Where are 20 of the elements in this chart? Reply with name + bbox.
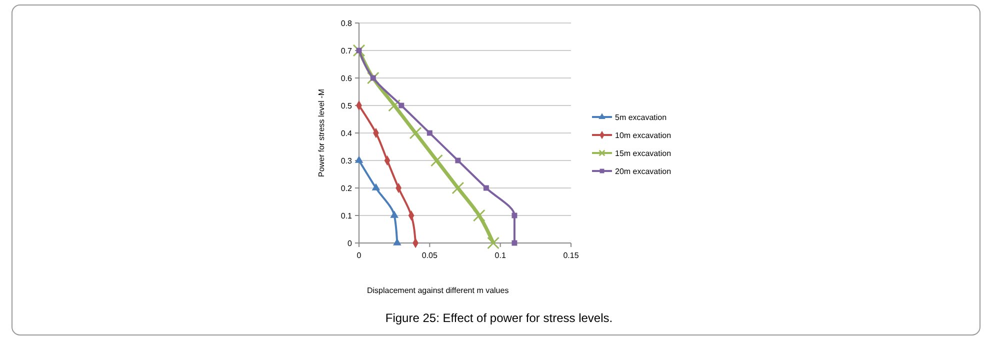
y-tick-label: 0.6	[340, 74, 353, 83]
y-tick-label: 0.4	[340, 128, 353, 138]
y-tick-label: 0.5	[340, 101, 353, 110]
y-axis-title: Power for stress level -M	[317, 88, 326, 178]
x-tick-label: 0.15	[563, 251, 580, 260]
y-tick-label: 0.1	[340, 211, 353, 220]
y-tick-label: 0.3	[340, 156, 353, 166]
y-tick-label: 0.8	[340, 18, 353, 28]
x-tick-label: 0.05	[422, 251, 438, 260]
x-axis-title: Displacement against different m values	[367, 286, 509, 295]
legend-label: 15m excavation	[615, 148, 672, 158]
x-tick-label: 0.1	[494, 251, 506, 260]
caption: Figure 25: Effect of power for stress levels.	[385, 311, 613, 325]
y-tick-label: 0.7	[340, 46, 353, 56]
y-tick-label: 0	[348, 238, 353, 248]
legend-label: 5m excavation	[615, 112, 667, 122]
legend-label: 10m excavation	[615, 130, 672, 140]
legend-label: 20m excavation	[615, 166, 672, 176]
x-tick-label: 0	[356, 251, 362, 260]
y-tick-label: 0.2	[340, 184, 353, 193]
